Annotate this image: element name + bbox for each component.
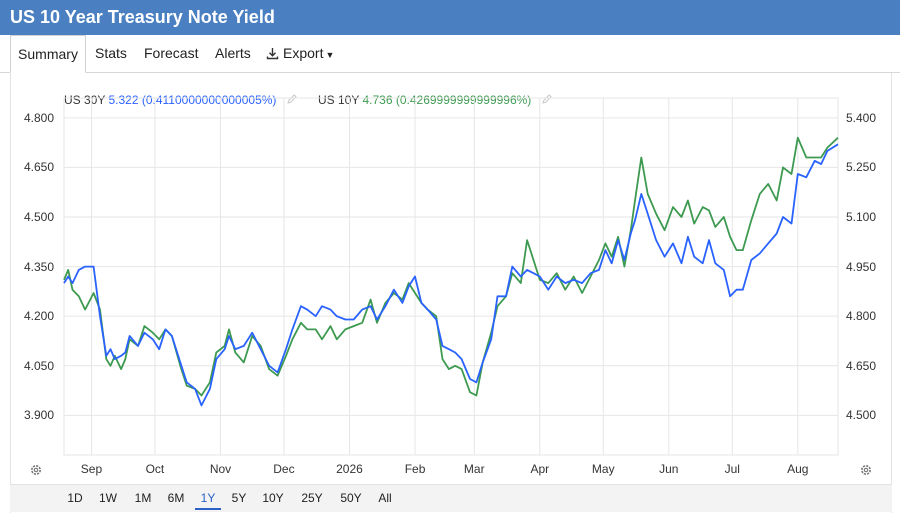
range-button-6m[interactable]: 6M	[167, 491, 185, 505]
range-button-1y[interactable]: 1Y	[200, 491, 216, 505]
plot-frame	[63, 97, 839, 456]
x-tick-label: May	[591, 462, 615, 476]
series-lines	[63, 136, 839, 407]
tab-summary[interactable]: Summary	[10, 35, 86, 73]
tab-summary-label: Summary	[18, 46, 78, 62]
y-tick-label-right: 5.100	[846, 210, 877, 224]
legend-us10y-value: 4.736 (0.4269999999999996%)	[362, 93, 532, 107]
caret-down-icon: ▼	[325, 50, 335, 60]
tab-stats[interactable]: Stats	[95, 35, 127, 72]
x-tick-label: Feb	[404, 462, 426, 476]
download-icon	[266, 37, 279, 74]
page-title: US 10 Year Treasury Note Yield	[10, 7, 275, 27]
range-button-50y[interactable]: 50Y	[340, 491, 362, 505]
gear-icon[interactable]	[859, 463, 873, 477]
tab-bar: Summary Stats Forecast Alerts Export ▼	[0, 35, 900, 73]
tab-forecast[interactable]: Forecast	[144, 35, 198, 72]
title-bar: US 10 Year Treasury Note Yield	[0, 0, 900, 35]
legend-us10y: US 10Y 4.736 (0.4269999999999996%)	[318, 93, 553, 108]
tab-alerts-label: Alerts	[215, 45, 251, 61]
y-tick-label-right: 5.400	[846, 110, 877, 125]
y-tick-label-left: 4.500	[24, 210, 55, 224]
range-selector	[10, 484, 892, 512]
legend-us10y-name: US 10Y	[318, 93, 360, 107]
pencil-icon[interactable]	[286, 93, 298, 108]
y-tick-label-left: 4.200	[24, 309, 55, 324]
range-button-10y[interactable]: 10Y	[262, 491, 284, 505]
grid-lines	[63, 97, 839, 456]
range-button-all[interactable]: All	[378, 491, 392, 505]
y-tick-label-right: 4.800	[846, 309, 877, 324]
export-label: Export	[283, 45, 324, 61]
x-tick-label: Aug	[787, 462, 809, 476]
series-line-us-30y	[63, 143, 839, 407]
export-dropdown[interactable]: Export ▼	[266, 35, 334, 72]
range-button-1d[interactable]: 1D	[67, 491, 83, 505]
y-tick-label-left: 4.800	[24, 110, 55, 125]
x-tick-label: Mar	[463, 462, 485, 476]
x-tick-label: Apr	[530, 462, 550, 476]
y-tick-label-right: 4.500	[846, 408, 877, 423]
y-tick-label-right: 5.250	[846, 160, 877, 175]
x-tick-label: Dec	[273, 462, 295, 476]
legend-us30y: US 30Y 5.322 (0.4110000000000005%)	[64, 93, 298, 108]
x-tick-label: Jul	[724, 462, 740, 476]
range-button-1m[interactable]: 1M	[134, 491, 152, 505]
tab-forecast-label: Forecast	[144, 45, 199, 61]
y-tick-label-left: 4.050	[24, 358, 55, 373]
y-tick-label-right: 4.650	[846, 358, 877, 373]
x-tick-label: Sep	[80, 462, 103, 476]
y-tick-label-left: 4.350	[24, 259, 55, 274]
active-range-indicator	[195, 508, 221, 510]
y-tick-label-left: 4.650	[24, 160, 55, 175]
range-button-25y[interactable]: 25Y	[301, 491, 323, 505]
y-tick-label-left: 3.900	[24, 408, 55, 423]
x-tick-label: Jun	[659, 462, 679, 476]
range-button-1w[interactable]: 1W	[99, 491, 117, 505]
range-button-5y[interactable]: 5Y	[231, 491, 247, 505]
chart-panel	[10, 73, 892, 513]
tab-stats-label: Stats	[95, 45, 127, 61]
gear-icon[interactable]	[29, 463, 43, 477]
y-tick-label-right: 4.950	[846, 259, 877, 274]
legend-us30y-name: US 30Y	[64, 93, 106, 107]
x-tick-label: Nov	[209, 462, 232, 476]
x-tick-label: Oct	[145, 462, 165, 476]
tab-alerts[interactable]: Alerts	[215, 35, 251, 72]
pencil-icon[interactable]	[541, 93, 553, 108]
x-tick-label: 2026	[336, 462, 363, 476]
legend-us30y-value: 5.322 (0.4110000000000005%)	[108, 93, 277, 107]
